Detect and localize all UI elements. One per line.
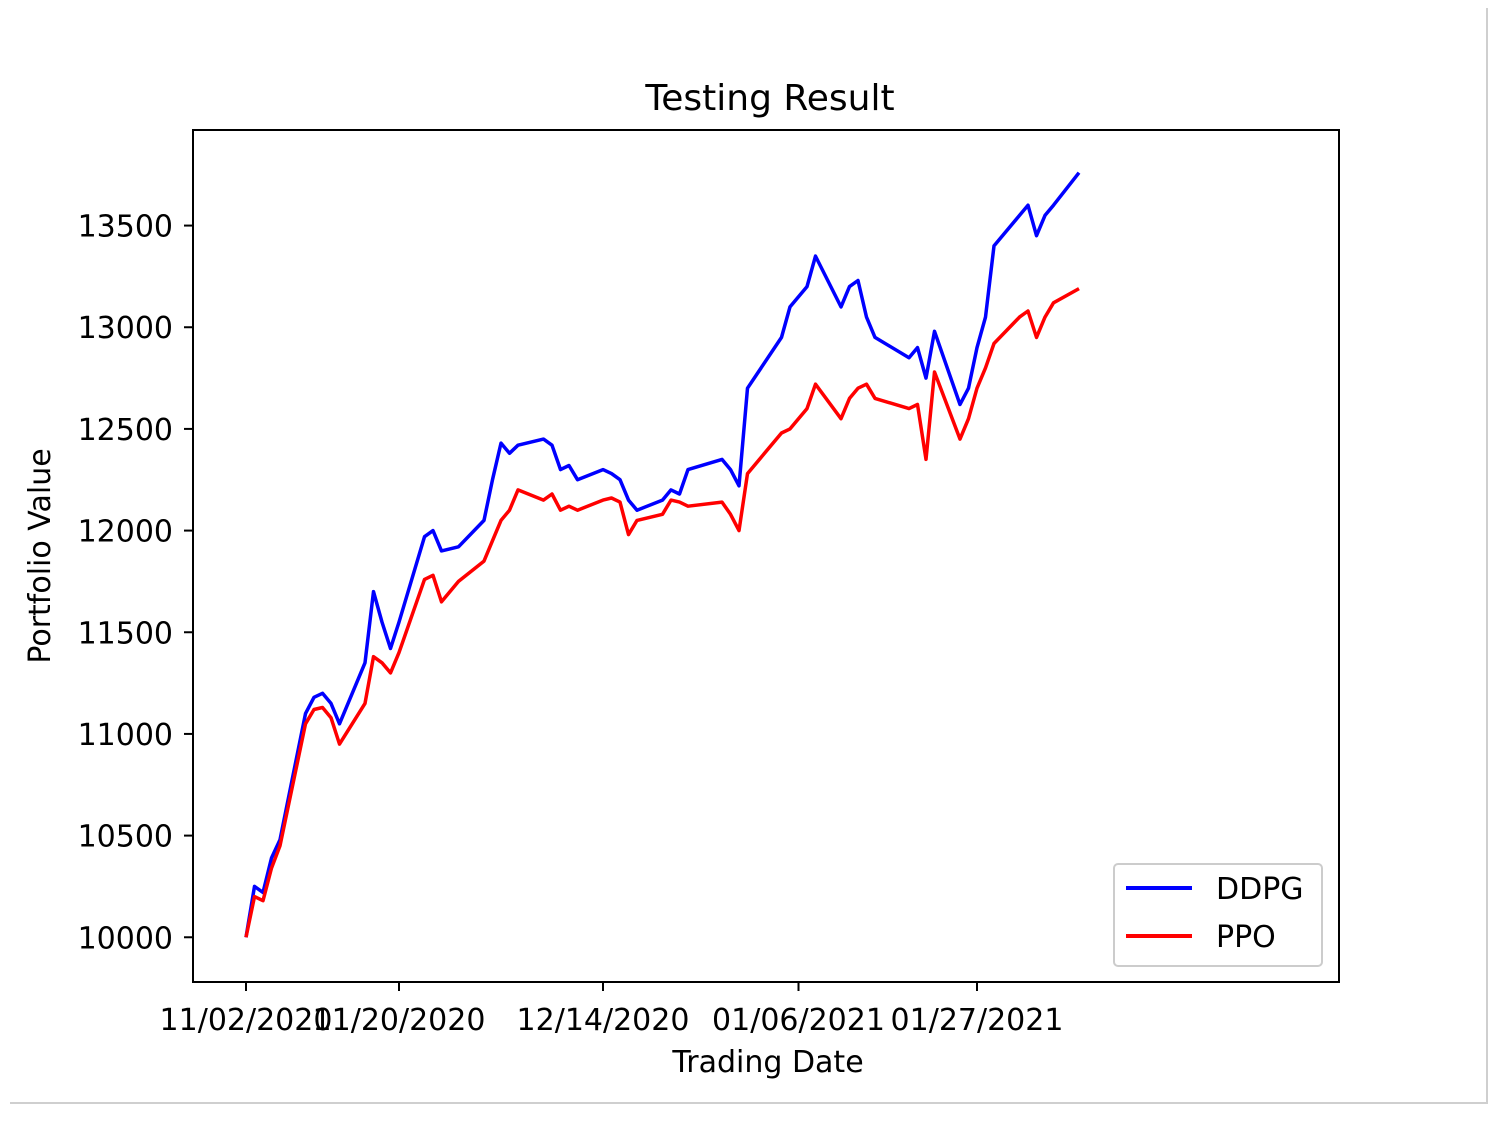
y-tick-label: 10000 — [78, 921, 173, 956]
y-axis: 10000 10500 11000 11500 12000 12500 13000 13500 — [78, 210, 193, 956]
x-tick-label: 12/14/2020 — [517, 1003, 690, 1038]
legend-label-ppo: PPO — [1216, 920, 1276, 955]
y-tick-label: 10500 — [78, 820, 173, 855]
y-tick-label: 12500 — [78, 413, 173, 448]
x-tick-label: 01/06/2021 — [712, 1003, 885, 1038]
x-tick-label: 11/02/2020 — [160, 1003, 333, 1038]
series-layer — [244, 171, 1081, 938]
y-tick-label: 11500 — [78, 616, 173, 651]
y-tick-label: 13000 — [78, 311, 173, 346]
y-tick-label: 12000 — [78, 515, 173, 550]
legend: DDPG PPO — [1113, 863, 1323, 967]
y-axis-label: Portfolio Value — [23, 448, 58, 663]
series-line-ddpg — [244, 171, 1081, 938]
y-tick-label: 11000 — [78, 718, 173, 753]
x-tick-label: 01/27/2021 — [891, 1003, 1064, 1038]
x-tick-label: 11/20/2020 — [313, 1003, 486, 1038]
legend-label-ddpg: DDPG — [1216, 872, 1304, 907]
chart-title: Testing Result — [644, 78, 894, 119]
figure-frame — [10, 8, 1488, 1104]
y-tick-label: 13500 — [78, 210, 173, 245]
series-line-ppo — [244, 287, 1080, 938]
plot-area — [192, 129, 1340, 983]
x-axis-label: Trading Date — [671, 1045, 863, 1080]
